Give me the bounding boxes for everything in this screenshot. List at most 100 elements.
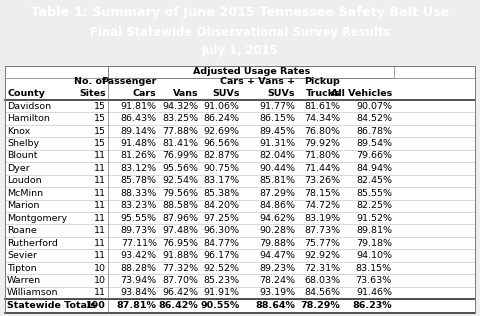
Bar [79, 237, 108, 249]
Text: 86.23%: 86.23% [352, 301, 392, 311]
Text: Dyer: Dyer [7, 164, 30, 173]
Text: 11: 11 [94, 289, 106, 297]
Text: Trucks: Trucks [305, 89, 340, 98]
Bar [108, 274, 159, 287]
Bar [298, 200, 343, 212]
Text: 15: 15 [94, 114, 106, 123]
Text: Tipton: Tipton [7, 264, 37, 272]
Bar [108, 249, 159, 262]
Bar [242, 175, 298, 187]
Bar [108, 162, 159, 175]
Text: 68.03%: 68.03% [304, 276, 340, 285]
Bar [108, 150, 159, 162]
Bar [298, 237, 343, 249]
Text: Final Statewide Observational Survey Results: Final Statewide Observational Survey Res… [90, 26, 390, 39]
Bar [5, 125, 79, 137]
Text: 89.73%: 89.73% [120, 226, 157, 235]
Text: 86.24%: 86.24% [204, 114, 240, 123]
Bar [5, 249, 79, 262]
Text: 83.25%: 83.25% [162, 114, 198, 123]
Text: 84.94%: 84.94% [356, 164, 392, 173]
Bar [298, 77, 343, 100]
Text: 89.81%: 89.81% [356, 226, 392, 235]
Text: 84.56%: 84.56% [304, 289, 340, 297]
Text: 87.73%: 87.73% [304, 226, 340, 235]
Text: 11: 11 [94, 164, 106, 173]
Text: 92.54%: 92.54% [162, 176, 198, 185]
Text: 79.66%: 79.66% [356, 151, 392, 161]
Text: 90.55%: 90.55% [200, 301, 240, 311]
Text: 90.75%: 90.75% [204, 164, 240, 173]
Text: 77.32%: 77.32% [162, 264, 198, 272]
Text: All Vehicles: All Vehicles [331, 89, 392, 98]
Text: 76.80%: 76.80% [304, 127, 340, 136]
Bar [343, 125, 394, 137]
Bar [159, 262, 201, 274]
Bar [343, 262, 394, 274]
Bar [298, 137, 343, 150]
Text: 94.47%: 94.47% [259, 251, 295, 260]
Text: 81.26%: 81.26% [121, 151, 157, 161]
Bar [298, 150, 343, 162]
Text: Adjusted Usage Rates: Adjusted Usage Rates [192, 67, 310, 76]
Bar [343, 224, 394, 237]
Bar [201, 299, 242, 313]
Bar [79, 224, 108, 237]
Bar [5, 137, 79, 150]
Bar [343, 237, 394, 249]
Text: 88.58%: 88.58% [162, 201, 198, 210]
Bar [108, 299, 159, 313]
Bar [5, 150, 79, 162]
Text: Cars + Vans +: Cars + Vans + [220, 77, 295, 86]
Bar [79, 187, 108, 200]
Text: 73.63%: 73.63% [356, 276, 392, 285]
Text: 79.92%: 79.92% [304, 139, 340, 148]
Text: 15: 15 [94, 127, 106, 136]
Text: 190: 190 [86, 301, 106, 311]
Text: 89.23%: 89.23% [259, 264, 295, 272]
Bar [298, 162, 343, 175]
Bar [298, 249, 343, 262]
Text: 11: 11 [94, 176, 106, 185]
Bar [79, 175, 108, 187]
Bar [298, 100, 343, 112]
Text: 11: 11 [94, 251, 106, 260]
Text: Statewide Totals: Statewide Totals [7, 301, 96, 311]
Text: 74.34%: 74.34% [304, 114, 340, 123]
Text: 81.41%: 81.41% [162, 139, 198, 148]
Bar [201, 237, 242, 249]
Text: 91.91%: 91.91% [204, 289, 240, 297]
Text: 91.06%: 91.06% [204, 102, 240, 111]
Text: 85.78%: 85.78% [121, 176, 157, 185]
Text: 97.25%: 97.25% [204, 214, 240, 223]
Bar [5, 299, 79, 313]
Text: Pickup: Pickup [304, 77, 340, 86]
Text: 83.15%: 83.15% [356, 264, 392, 272]
Text: 11: 11 [94, 226, 106, 235]
Text: 89.14%: 89.14% [121, 127, 157, 136]
Text: 84.52%: 84.52% [356, 114, 392, 123]
Text: 91.31%: 91.31% [259, 139, 295, 148]
Text: 10: 10 [94, 264, 106, 272]
Bar [159, 237, 201, 249]
Bar [108, 125, 159, 137]
Bar [159, 125, 201, 137]
Bar [159, 200, 201, 212]
Bar [79, 212, 108, 224]
Bar [242, 237, 298, 249]
Text: SUVs: SUVs [267, 89, 295, 98]
Bar [242, 274, 298, 287]
Bar [159, 212, 201, 224]
Bar [343, 200, 394, 212]
Bar [298, 212, 343, 224]
Bar [242, 262, 298, 274]
Bar [108, 200, 159, 212]
Text: 95.56%: 95.56% [162, 164, 198, 173]
Bar [5, 212, 79, 224]
Bar [201, 287, 242, 299]
Text: 72.31%: 72.31% [304, 264, 340, 272]
Text: 90.28%: 90.28% [259, 226, 295, 235]
Text: 74.72%: 74.72% [304, 201, 340, 210]
Bar [242, 162, 298, 175]
Bar [242, 249, 298, 262]
